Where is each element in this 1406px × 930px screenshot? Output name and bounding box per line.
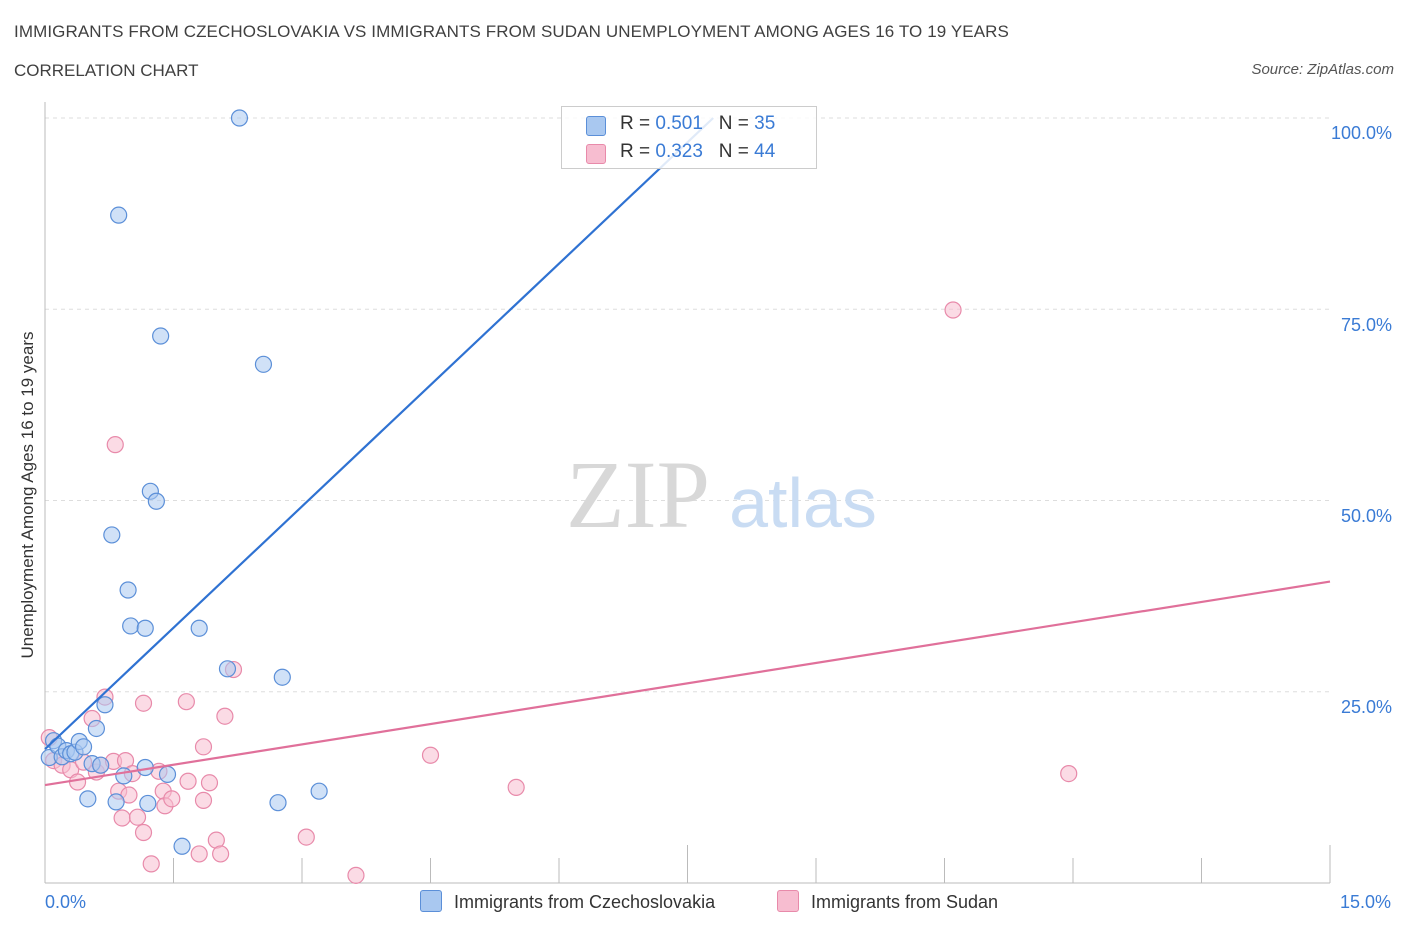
sudan-point bbox=[128, 808, 147, 826]
legend-r-value: 0.501 bbox=[655, 113, 703, 134]
sudan-point bbox=[68, 773, 87, 791]
sudan-point bbox=[134, 694, 153, 712]
legend-r-label: R = bbox=[620, 113, 656, 134]
sudan-point bbox=[421, 746, 440, 764]
sudan-point bbox=[297, 828, 315, 846]
czechoslovakia-point bbox=[122, 617, 140, 635]
bottom-legend-label: Immigrants from Czechoslovakia bbox=[454, 892, 716, 912]
bottom-legend-czechoslovakia: Immigrants from Czechoslovakia bbox=[420, 890, 715, 913]
czechoslovakia-point bbox=[96, 696, 114, 714]
sudan-point bbox=[113, 809, 131, 827]
watermark: ZIP atlas bbox=[566, 441, 877, 548]
y-tick-label: 50.0% bbox=[1340, 506, 1392, 526]
czechoslovakia-point bbox=[190, 619, 208, 637]
axes bbox=[44, 102, 1331, 884]
y-tick-label: 75.0% bbox=[1340, 315, 1392, 335]
watermark-atlas: atlas bbox=[729, 464, 877, 542]
x-tick-label-min: 0.0% bbox=[45, 892, 87, 912]
grid-lines bbox=[45, 117, 1330, 693]
sudan-point bbox=[212, 845, 230, 863]
trend-lines bbox=[44, 117, 1331, 787]
czechoslovakia-point bbox=[103, 526, 121, 544]
series-sudan-points bbox=[40, 301, 1078, 884]
sudan-point bbox=[142, 855, 160, 873]
czechoslovakia-trend-line bbox=[44, 117, 714, 750]
bottom-legend-swatch-blue bbox=[420, 890, 442, 912]
sudan-point bbox=[134, 823, 153, 842]
y-tick-label: 25.0% bbox=[1340, 697, 1392, 717]
czechoslovakia-point bbox=[147, 492, 165, 510]
legend-r-value: 0.323 bbox=[655, 141, 703, 162]
czechoslovakia-point bbox=[254, 355, 273, 373]
correlation-legend: R = 0.501 N = 35 R = 0.323 N = 44 bbox=[561, 106, 817, 169]
czechoslovakia-point bbox=[119, 581, 137, 599]
czechoslovakia-point bbox=[230, 109, 249, 127]
sudan-point bbox=[944, 301, 962, 319]
czechoslovakia-point bbox=[115, 767, 133, 785]
czechoslovakia-point bbox=[269, 794, 287, 812]
sudan-point bbox=[347, 866, 365, 884]
x-tick-label-max: 15.0% bbox=[1340, 892, 1392, 912]
legend-r-label: R = bbox=[620, 141, 656, 162]
czechoslovakia-point bbox=[110, 206, 128, 224]
czechoslovakia-point bbox=[92, 756, 110, 774]
czechoslovakia-point bbox=[173, 837, 191, 855]
series-czechoslovakia-points bbox=[40, 109, 328, 855]
legend-swatch-blue bbox=[586, 116, 606, 136]
y-axis-label: Unemployment Among Ages 16 to 19 years bbox=[18, 331, 37, 659]
bottom-legend-swatch-pink bbox=[777, 890, 799, 912]
y-tick-label: 100.0% bbox=[1330, 123, 1392, 143]
czechoslovakia-point bbox=[310, 782, 328, 800]
czechoslovakia-point bbox=[273, 668, 291, 686]
sudan-point bbox=[177, 693, 195, 711]
chart-subtitle: CORRELATION CHART bbox=[14, 61, 199, 80]
source-label: Source: ZipAtlas.com bbox=[1251, 61, 1394, 78]
chart-title: IMMIGRANTS FROM CZECHOSLOVAKIA VS IMMIGR… bbox=[14, 22, 1009, 41]
sudan-point bbox=[1060, 765, 1078, 783]
legend-swatch-pink bbox=[586, 144, 606, 164]
czechoslovakia-point bbox=[136, 619, 154, 637]
czechoslovakia-point bbox=[158, 765, 177, 783]
czechoslovakia-point bbox=[218, 660, 237, 678]
legend-n-value: 35 bbox=[754, 113, 776, 134]
legend-n-value: 44 bbox=[754, 141, 776, 162]
czechoslovakia-point bbox=[107, 793, 125, 811]
sudan-point bbox=[216, 707, 234, 725]
sudan-trend-line bbox=[44, 580, 1331, 787]
sudan-point bbox=[194, 738, 213, 756]
legend-n-label: N = bbox=[718, 141, 755, 162]
sudan-point bbox=[190, 845, 208, 863]
czechoslovakia-point bbox=[152, 327, 170, 345]
bottom-legend-sudan: Immigrants from Sudan bbox=[777, 890, 998, 913]
czechoslovakia-point bbox=[79, 790, 97, 808]
sudan-point bbox=[179, 772, 197, 790]
sudan-point bbox=[106, 436, 124, 454]
sudan-point bbox=[507, 778, 525, 796]
sudan-point bbox=[194, 791, 213, 809]
sudan-point bbox=[200, 774, 219, 792]
legend-n-label: N = bbox=[718, 113, 755, 134]
bottom-legend-label: Immigrants from Sudan bbox=[811, 892, 999, 912]
czechoslovakia-point bbox=[74, 738, 93, 756]
sudan-point bbox=[163, 790, 181, 808]
czechoslovakia-point bbox=[139, 794, 157, 813]
watermark-zip: ZIP bbox=[566, 441, 710, 548]
czechoslovakia-point bbox=[87, 719, 106, 738]
